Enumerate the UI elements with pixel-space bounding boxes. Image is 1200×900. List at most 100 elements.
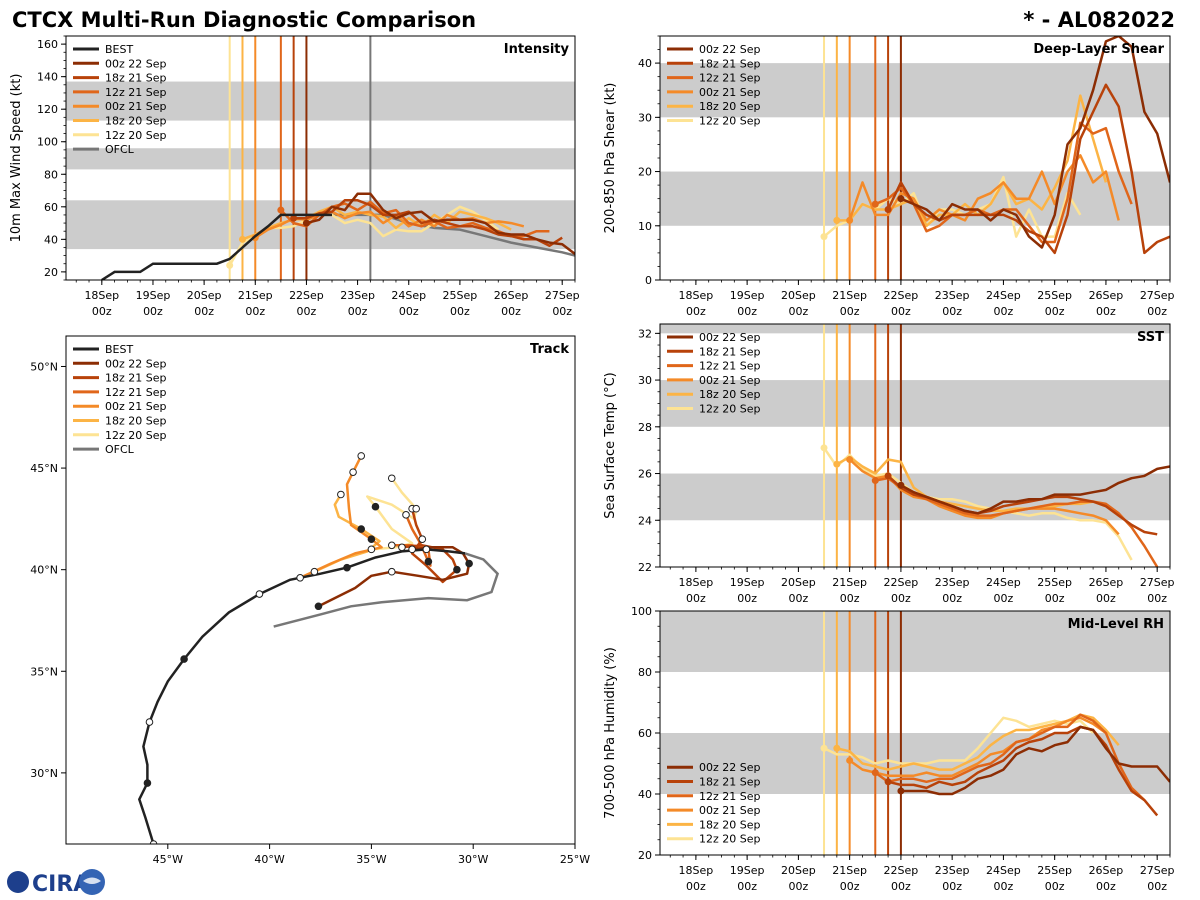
rh-x-tick-hour: 00z [942,880,962,893]
track-run-4-marker [337,490,345,499]
shear-x-tick-day: 20Sep [781,289,816,302]
sst-series-4-start-marker [833,460,841,468]
rh-x-tick-day: 19Sep [730,864,765,877]
sst-x-tick-day: 21Sep [832,576,867,589]
sst-y-axis-label: Sea Surface Temp (°C) [603,372,618,519]
intensity-series-0-start-marker [302,219,310,227]
sst-y-tick-label: 24 [638,514,652,527]
sst-series-1-start-marker [884,472,892,480]
track-best-marker [255,590,264,598]
track-panel: Track 45°W 40°W 35°W 30°W 25°W 30°N 35°N 40°N 45°… [30,335,590,866]
sst-legend-label: 00z 21 Sep [699,374,761,387]
track-x-tick-label: 45°W [153,853,183,866]
track-run-0-marker [387,567,396,576]
intensity-legend-label: 00z 21 Sep [105,100,167,113]
rh-series-4-start-marker [833,744,841,752]
shear-x-tick-hour: 00z [789,305,809,318]
intensity-x-tick-hour: 00z [501,305,521,318]
intensity-legend-label: OFCL [105,143,135,156]
sst-x-tick-hour: 00z [1147,592,1167,605]
rh-legend-label: 00z 21 Sep [699,804,761,817]
track-legend-label: 18z 20 Sep [105,415,167,428]
rh-legend-label: 12z 20 Sep [699,833,761,846]
track-run-3-marker [296,574,304,582]
rh-x-tick-hour: 00z [1045,880,1065,893]
track-frame [65,335,576,845]
sst-x-tick-day: 27Sep [1140,576,1175,589]
track-best-marker [143,779,152,787]
shear-x-tick-hour: 00z [840,305,860,318]
track-plot-area [137,452,500,844]
sst-shade-band-2 [660,324,1170,334]
sst-x-tick-day: 23Sep [935,576,970,589]
shear-legend-label: 12z 20 Sep [699,115,761,128]
track-y-tick-label: 50°N [30,360,58,373]
track-x-tick-label: 30°W [458,853,488,866]
rh-y-tick-label: 80 [638,666,652,679]
track-best-marker [343,563,351,572]
sst-panel: SST 22 24 26 28 30 32 18Sep 00z 19Sep 00z 20Sep 00z 2… [603,323,1175,605]
intensity-best-line [101,213,332,280]
rh-series-2 [874,713,1146,802]
shear-x-tick-day: 21Sep [832,289,867,302]
sst-y-tick-label: 28 [638,421,652,434]
rh-plot-area [660,611,1170,855]
track-legend-label: 00z 21 Sep [105,400,167,413]
sst-legend-label: 12z 21 Sep [699,360,761,373]
track-legend-label: OFCL [105,443,135,456]
shear-x-tick-day: 25Sep [1037,289,1072,302]
sst-x-tick-day: 18Sep [679,576,714,589]
track-run-3-marker [349,468,357,476]
intensity-x-tick-hour: 00z [245,305,265,318]
rh-legend-label: 00z 22 Sep [699,761,761,774]
rh-x-tick-hour: 00z [1096,880,1116,893]
track-x-tick-label: 40°W [254,853,284,866]
rh-series-1-start-marker [884,778,892,786]
intensity-y-axis-label: 10m Max Wind Speed (kt) [9,74,24,243]
cira-logo: CIRA [7,869,105,897]
track-run-4-marker [310,567,319,576]
rh-shade-band-1 [660,611,1170,672]
track-legend-label: 00z 22 Sep [105,357,167,370]
sst-x-tick-hour: 00z [1045,592,1065,605]
intensity-x-tick-hour: 00z [143,305,163,318]
track-run-3-marker [367,535,376,544]
track-legend-label: 12z 21 Sep [105,386,167,399]
intensity-y-tick-label: 120 [37,103,58,116]
sst-y-tick-label: 22 [638,561,652,574]
intensity-legend-label: 18z 20 Sep [105,115,167,128]
intensity-legend-label: 12z 20 Sep [105,129,167,142]
intensity-x-tick-day: 24Sep [391,289,426,302]
shear-y-tick-label: 0 [645,274,652,287]
intensity-shade-band-2 [66,81,575,121]
intensity-x-tick-day: 20Sep [187,289,222,302]
intensity-legend-label: 18z 21 Sep [105,72,167,85]
intensity-x-tick-hour: 00z [552,305,572,318]
intensity-series-2-start-marker [277,206,285,214]
shear-series-1 [886,83,1170,255]
sst-x-tick-hour: 00z [891,592,911,605]
rh-legend-label: 18z 20 Sep [699,818,761,831]
rh-y-tick-label: 100 [631,605,652,618]
rh-panel: Mid-Level RH 20 40 60 80 100 18Sep 00z 19Sep 00z 2… [603,605,1175,893]
track-run-5-marker [371,502,380,511]
shear-x-tick-day: 22Sep [884,289,919,302]
track-run-5-marker [367,545,376,554]
shear-series-3-start-marker [846,216,854,224]
intensity-series-0 [306,192,575,255]
shear-y-axis-label: 200-850 hPa Shear (kt) [603,83,618,234]
track-run-4-marker [357,525,366,533]
figure-title: CTCX Multi-Run Diagnostic Comparison [12,8,476,32]
rh-x-tick-hour: 00z [686,880,706,893]
intensity-series-5-start-marker [226,261,234,269]
intensity-x-tick-day: 18Sep [84,289,119,302]
intensity-x-tick-hour: 00z [348,305,368,318]
cira-globe-icon [7,871,29,893]
rh-x-tick-hour: 00z [1147,880,1167,893]
shear-series-0-start-marker [897,195,905,203]
shear-x-tick-hour: 00z [686,305,706,318]
shear-x-tick-day: 26Sep [1089,289,1124,302]
